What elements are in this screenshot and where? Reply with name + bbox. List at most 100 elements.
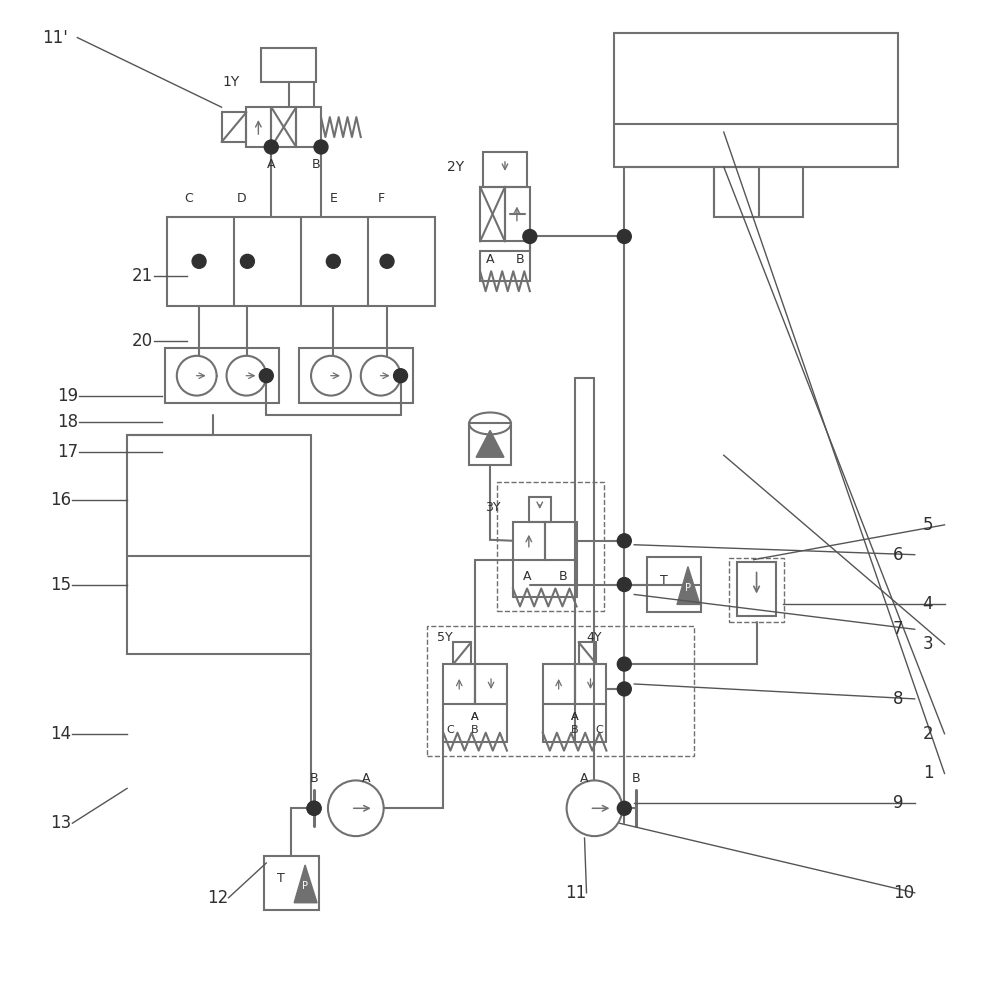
Text: A: A	[471, 712, 479, 722]
Text: 17: 17	[57, 443, 79, 461]
Circle shape	[307, 801, 321, 815]
Text: 19: 19	[57, 387, 79, 405]
Bar	[647, 557, 701, 612]
Bar	[575, 664, 606, 704]
Text: 15: 15	[51, 576, 72, 594]
Bar	[505, 187, 530, 241]
Text: C: C	[596, 725, 603, 735]
Circle shape	[523, 230, 537, 243]
Text: 11': 11'	[43, 29, 68, 47]
Circle shape	[192, 254, 206, 268]
Text: 20: 20	[132, 332, 153, 350]
Ellipse shape	[469, 412, 511, 434]
Text: B: B	[310, 772, 318, 785]
Bar	[579, 642, 596, 664]
Circle shape	[259, 369, 273, 383]
Circle shape	[177, 356, 217, 396]
Text: F: F	[378, 192, 385, 205]
Bar	[261, 48, 316, 82]
Text: 7: 7	[893, 620, 903, 638]
Text: 2: 2	[923, 725, 933, 743]
Bar	[483, 152, 527, 187]
Text: 13: 13	[51, 814, 72, 832]
Bar	[480, 187, 505, 241]
Polygon shape	[677, 567, 700, 604]
Bar	[543, 664, 575, 704]
Text: A: A	[580, 772, 589, 785]
Bar	[497, 482, 604, 611]
Text: D: D	[237, 192, 247, 205]
Text: 10: 10	[893, 884, 914, 902]
Bar	[475, 664, 507, 704]
Circle shape	[326, 254, 340, 268]
Circle shape	[617, 682, 631, 696]
Text: 1Y: 1Y	[223, 75, 240, 89]
Bar	[299, 348, 413, 403]
Text: A: A	[571, 712, 578, 722]
Text: B: B	[632, 772, 641, 785]
Text: A: A	[471, 712, 479, 722]
Circle shape	[328, 780, 384, 836]
Bar	[545, 522, 577, 560]
Text: 3Y: 3Y	[485, 501, 501, 514]
Text: P: P	[302, 881, 308, 891]
Bar	[737, 562, 776, 616]
Text: B: B	[516, 253, 524, 266]
Bar	[296, 107, 321, 147]
Polygon shape	[294, 865, 317, 903]
Circle shape	[617, 801, 631, 815]
Bar	[443, 664, 475, 704]
Text: T: T	[660, 574, 668, 587]
Circle shape	[567, 780, 622, 836]
Text: E: E	[329, 192, 337, 205]
Text: C: C	[184, 192, 193, 205]
Text: P: P	[685, 583, 691, 593]
Bar	[714, 167, 803, 217]
Text: 3: 3	[923, 635, 933, 653]
Text: A: A	[486, 253, 494, 266]
Text: T: T	[277, 872, 285, 885]
Text: 6: 6	[893, 546, 903, 564]
Bar	[513, 522, 545, 560]
Bar	[469, 423, 511, 465]
Circle shape	[240, 254, 254, 268]
Circle shape	[617, 657, 631, 671]
Bar	[165, 348, 279, 403]
Bar	[167, 217, 435, 306]
Circle shape	[264, 140, 278, 154]
Circle shape	[314, 140, 328, 154]
Text: A: A	[523, 570, 531, 583]
Text: 11: 11	[565, 884, 586, 902]
Bar	[264, 856, 319, 910]
Bar	[271, 107, 296, 147]
Bar	[614, 33, 898, 167]
Circle shape	[380, 254, 394, 268]
Polygon shape	[476, 430, 504, 457]
Bar	[427, 626, 694, 756]
Text: 2Y: 2Y	[447, 160, 464, 174]
Circle shape	[361, 356, 401, 396]
Text: 9: 9	[893, 794, 903, 812]
Bar	[453, 642, 471, 664]
Circle shape	[617, 230, 631, 243]
Bar	[529, 497, 551, 522]
Text: 14: 14	[51, 725, 72, 743]
Text: 1: 1	[923, 764, 933, 782]
Circle shape	[394, 369, 408, 383]
Text: A: A	[571, 712, 578, 722]
Circle shape	[307, 801, 321, 815]
Bar	[222, 112, 246, 142]
Text: 5: 5	[923, 516, 933, 534]
Text: 12: 12	[207, 889, 228, 907]
Bar	[127, 435, 311, 654]
Text: 16: 16	[51, 491, 72, 509]
Text: C: C	[446, 725, 454, 735]
Text: 4: 4	[923, 595, 933, 613]
Text: B: B	[312, 158, 320, 171]
Circle shape	[227, 356, 266, 396]
Bar	[246, 107, 271, 147]
Circle shape	[617, 578, 631, 591]
Text: 21: 21	[132, 267, 153, 285]
Circle shape	[311, 356, 351, 396]
Text: B: B	[558, 570, 567, 583]
